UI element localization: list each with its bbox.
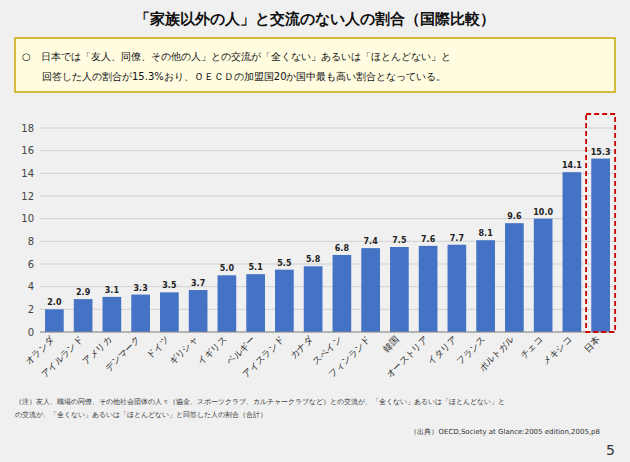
grid [40, 128, 615, 332]
data-label: 7.6 [421, 235, 436, 244]
data-label: 5.0 [220, 264, 235, 273]
bar [591, 159, 610, 332]
x-tick-label: オーストリア [384, 334, 429, 379]
data-label: 5.1 [249, 263, 264, 272]
grid-line [40, 332, 615, 333]
x-tick-label: ポルトガル [477, 334, 516, 373]
subtitle: 回答した人の割合が15.3%おり、ＯＥＣＤの加盟国20か国中最も高い割合となって… [22, 71, 447, 82]
grid-line [40, 264, 615, 265]
y-tick-label: 16 [21, 145, 34, 156]
bar [160, 292, 179, 332]
data-label: 5.5 [277, 259, 292, 268]
x-tick-label: 日本 [582, 334, 602, 354]
x-tick-label: アイルランド [39, 334, 84, 379]
bar [419, 246, 438, 332]
bar [333, 255, 352, 332]
data-label: 14.1 [562, 161, 582, 170]
data-label: 7.4 [364, 237, 379, 246]
subtitle-box [15, 38, 615, 92]
bar [131, 295, 150, 332]
page-number: 5 [606, 442, 615, 458]
bars [45, 159, 610, 332]
grid-line [40, 286, 615, 287]
bar [390, 247, 409, 332]
grid-line [40, 173, 615, 174]
bar [361, 248, 380, 332]
grid-line [40, 150, 615, 151]
subtitle: ○ 日本では「友人、同僚、その他の人」との交流が「全くない」あるいは「ほとんどな… [22, 51, 451, 62]
bar [505, 223, 524, 332]
y-tick-label: 6 [28, 259, 34, 270]
x-tick-label: ギリシャ [167, 334, 200, 367]
x-axis [40, 332, 615, 333]
data-label: 3.3 [134, 284, 148, 293]
data-label: 2.9 [76, 288, 91, 297]
x-tick-label: フィンランド [327, 334, 372, 379]
bar [448, 245, 467, 332]
bar [218, 275, 237, 332]
grid-line [40, 241, 615, 242]
bar [534, 219, 553, 332]
x-tick-label: イギリス [196, 334, 229, 367]
data-label: 6.8 [335, 244, 350, 253]
bar [103, 297, 122, 332]
x-tick-label: アイスランド [241, 334, 286, 379]
highlight-box [586, 114, 615, 332]
data-label: 9.6 [507, 212, 522, 221]
bar [275, 270, 294, 332]
x-tick-label: 韓国 [381, 334, 401, 354]
footnote: （注）友人、職場の同僚、その他社会団体の人々（協金、スポーツクラブ、カルチャーク… [15, 398, 505, 406]
x-tick-label: カナダ [288, 334, 315, 361]
x-tick-label: メキシコ [541, 334, 574, 367]
grid-line [40, 196, 615, 197]
data-label: 3.7 [191, 279, 205, 288]
x-tick-label: イタリア [426, 334, 459, 367]
source: （出典）OECD,Society at Glance:2005 edition,… [410, 428, 600, 436]
data-label: 10.0 [533, 208, 553, 217]
x-tick-label: デンマーク [103, 334, 142, 373]
title: 「家族以外の人」と交流のない人の割合（国際比較） [135, 10, 495, 28]
y-tick-label: 12 [21, 191, 34, 202]
grid-line [40, 309, 615, 310]
bar [563, 172, 582, 332]
data-label: 8.1 [479, 229, 494, 238]
y-tick-label: 4 [28, 281, 34, 292]
grid-line [40, 218, 615, 219]
background [0, 0, 630, 462]
x-tick-label: ドイツ [145, 334, 171, 360]
chart: 「家族以外の人」と交流のない人の割合（国際比較） ○ 日本では「友人、同僚、その他… [0, 0, 630, 462]
y-tick-label: 10 [21, 213, 34, 224]
data-label: 3.1 [105, 286, 120, 295]
data-label: 2.0 [47, 298, 62, 307]
bar [476, 240, 495, 332]
y-tick-label: 0 [28, 327, 34, 338]
bar [45, 309, 64, 332]
grid-line [40, 128, 615, 129]
x-tick-label: チェコ [518, 334, 544, 360]
bar [74, 299, 93, 332]
y-tick-label: 18 [21, 123, 34, 134]
data-label: 5.8 [306, 255, 321, 264]
bar [304, 266, 323, 332]
data-label: 7.7 [450, 234, 464, 243]
y-tick-label: 8 [28, 236, 34, 247]
bar [189, 290, 208, 332]
data-label: 7.5 [392, 236, 407, 245]
footnote: の交流が、「全くない」あるいは「ほとんどない」と回答した人の割合（合計） [15, 411, 267, 419]
data-label: 15.3 [591, 148, 611, 157]
y-tick-label: 14 [21, 168, 34, 179]
bar [246, 274, 265, 332]
data-label: 3.5 [162, 281, 177, 290]
y-tick-label: 2 [28, 304, 34, 315]
